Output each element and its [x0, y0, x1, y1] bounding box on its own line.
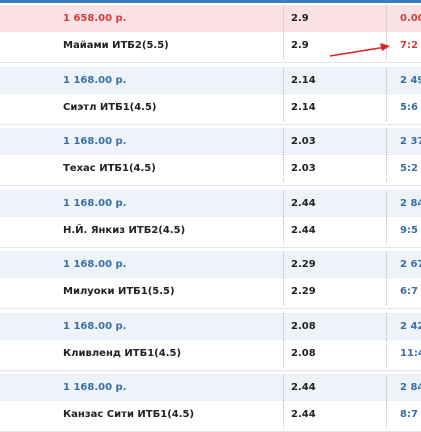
cell: 2 67 — [400, 259, 421, 270]
separator — [386, 401, 387, 428]
cell: Милуоки ИТБ1(5.5) — [63, 286, 175, 297]
cell: Кливленд ИТБ1(4.5) — [63, 347, 182, 359]
row-divider — [0, 185, 421, 186]
bet-row: Н.Й. Янкиз ИТБ2(4.5) 2.44 9:5 — [0, 216, 421, 244]
cell: 8:7 — [400, 409, 418, 420]
row-divider — [0, 308, 421, 309]
cell: 2.03 — [291, 136, 316, 147]
amount-row: 1 168.00 р. 2.29 2 67 — [0, 251, 421, 278]
bet-row: Кливленд ИТБ1(4.5) 2.08 11:4 — [0, 339, 421, 367]
separator — [283, 5, 284, 32]
amount-row: 1 168.00 р. 2.14 2 49 — [0, 66, 421, 94]
separator — [283, 93, 284, 121]
separator — [283, 312, 284, 340]
cell: 1 168.00 р. — [63, 197, 127, 209]
cell: 2.9 — [291, 40, 309, 51]
cell: 2.44 — [291, 197, 316, 209]
separator — [386, 93, 387, 121]
cell: 2.08 — [291, 347, 316, 359]
separator — [283, 155, 284, 182]
amount-row: 1 168.00 р. 2.03 2 37 — [0, 128, 421, 155]
cell: 7:2 — [400, 40, 418, 51]
amount-row: 1 168.00 р. 2.44 2 84 — [0, 189, 421, 217]
separator — [386, 5, 387, 32]
amount-row: 1 168.00 р. 2.08 2 42 — [0, 312, 421, 340]
bet-row: Сиэтл ИТБ1(4.5) 2.14 5:6 — [0, 93, 421, 121]
row-divider — [0, 246, 421, 248]
cell: 2 37 — [400, 136, 421, 147]
cell: 2.9 — [291, 13, 309, 24]
cell: 2.14 — [291, 74, 316, 86]
separator — [283, 374, 284, 401]
cell: 5:6 — [400, 101, 418, 113]
separator — [386, 374, 387, 401]
top-bar — [0, 0, 421, 3]
row-divider — [0, 123, 421, 125]
cell: Майами ИТБ2(5.5) — [63, 40, 169, 51]
cell: 2.44 — [291, 224, 316, 236]
separator — [386, 128, 387, 155]
cell: Канзас Сити ИТБ1(4.5) — [63, 409, 195, 420]
separator — [283, 128, 284, 155]
cell: 1 168.00 р. — [63, 382, 127, 393]
separator — [386, 189, 387, 217]
separator — [283, 216, 284, 244]
separator — [283, 339, 284, 367]
separator — [386, 251, 387, 278]
cell: Н.Й. Янкиз ИТБ2(4.5) — [63, 224, 186, 236]
cell: 1 168.00 р. — [63, 136, 127, 147]
separator — [386, 312, 387, 340]
cell: 2.44 — [291, 382, 316, 393]
separator — [283, 278, 284, 305]
row-divider — [0, 369, 421, 371]
cell: 1 168.00 р. — [63, 259, 127, 270]
cell: 1 658.00 р. — [63, 13, 127, 24]
cell: 1 168.00 р. — [63, 74, 127, 86]
separator — [386, 155, 387, 182]
separator — [386, 339, 387, 367]
cell: 1 168.00 р. — [63, 320, 127, 332]
separator — [283, 251, 284, 278]
cell: 2 49 — [400, 74, 421, 86]
separator — [386, 66, 387, 94]
cell: 2 84 — [400, 197, 421, 209]
cell: 2.03 — [291, 163, 316, 174]
cell: Техас ИТБ1(4.5) — [63, 163, 156, 174]
separator — [386, 278, 387, 305]
cell: 2 42 — [400, 320, 421, 332]
cell: 6:7 — [400, 286, 418, 297]
bet-row: Техас ИТБ1(4.5) 2.03 5:2 — [0, 155, 421, 182]
cell: 11:4 — [400, 347, 421, 359]
cell: 0.00 — [400, 13, 421, 24]
cell: 2 84 — [400, 382, 421, 393]
bet-row: Канзас Сити ИТБ1(4.5) 2.44 8:7 — [0, 401, 421, 428]
bet-row: Милуоки ИТБ1(5.5) 2.29 6:7 — [0, 278, 421, 305]
separator — [386, 32, 387, 59]
separator — [283, 66, 284, 94]
cell: 2.29 — [291, 259, 316, 270]
cell: 2.14 — [291, 101, 316, 113]
amount-row: 1 168.00 р. 2.44 2 84 — [0, 374, 421, 401]
cell: 2.08 — [291, 320, 316, 332]
bet-row: Майами ИТБ2(5.5) 2.9 7:2 — [0, 32, 421, 59]
amount-row: 1 658.00 р. 2.9 0.00 — [0, 5, 421, 32]
separator — [283, 401, 284, 428]
cell: 5:2 — [400, 163, 418, 174]
separator — [283, 32, 284, 59]
separator — [386, 216, 387, 244]
separator — [283, 189, 284, 217]
cell: 2.29 — [291, 286, 316, 297]
cell: Сиэтл ИТБ1(4.5) — [63, 101, 157, 113]
cell: 2.44 — [291, 409, 316, 420]
row-divider — [0, 62, 421, 63]
cell: 9:5 — [400, 224, 418, 236]
